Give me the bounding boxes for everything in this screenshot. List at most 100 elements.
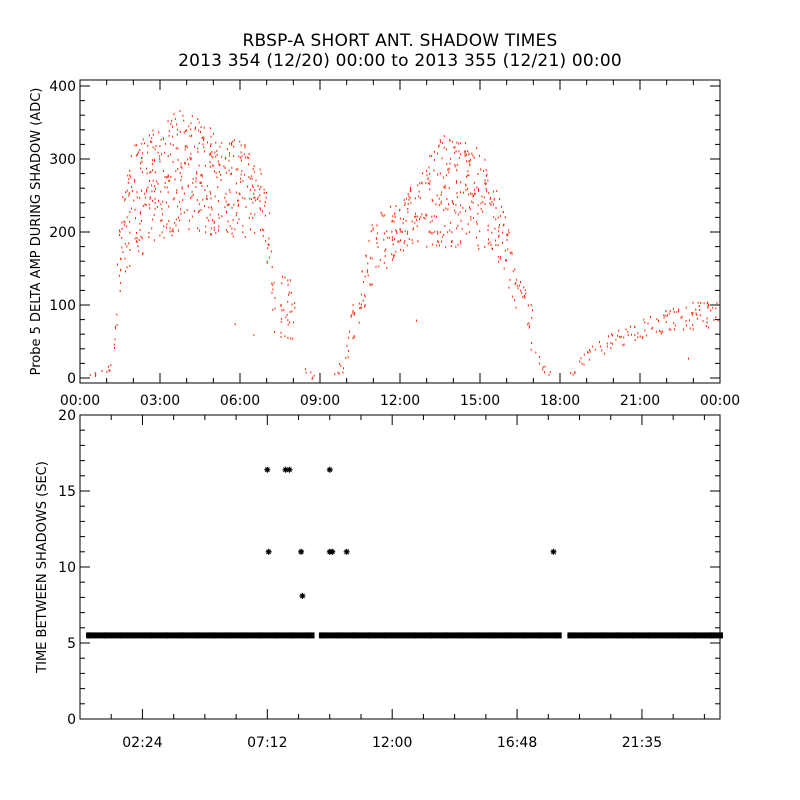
data-point <box>101 632 108 639</box>
data-point <box>146 190 148 193</box>
data-point <box>175 170 177 173</box>
data-point <box>166 176 168 179</box>
data-point <box>289 321 291 324</box>
data-point <box>263 229 265 232</box>
data-point <box>273 632 280 639</box>
x-tick-label: 21:00 <box>620 393 660 409</box>
data-point <box>378 265 380 268</box>
data-point <box>290 337 292 340</box>
data-point <box>229 173 231 176</box>
data-point <box>456 192 458 195</box>
data-point <box>411 239 413 242</box>
data-point <box>287 279 289 282</box>
outlier-point <box>298 548 305 555</box>
asterisk-stroke <box>630 632 636 638</box>
data-point <box>233 203 235 206</box>
data-point <box>508 231 510 234</box>
data-point <box>128 194 130 197</box>
data-point <box>502 231 503 234</box>
data-point <box>153 239 155 242</box>
data-point <box>242 224 244 227</box>
data-point <box>412 242 414 245</box>
data-point <box>173 113 175 116</box>
data-point <box>179 110 181 112</box>
data-point <box>447 168 449 171</box>
outlier-point <box>550 548 557 555</box>
x-tick-label: 02:24 <box>122 735 162 751</box>
data-point <box>542 366 544 369</box>
data-point <box>477 212 479 215</box>
data-point <box>456 227 458 230</box>
data-point <box>182 114 184 117</box>
data-point <box>89 374 91 377</box>
data-point <box>152 169 153 172</box>
data-point <box>149 196 151 199</box>
data-point <box>228 154 230 157</box>
data-point <box>264 204 266 207</box>
data-point <box>686 324 688 327</box>
data-point <box>408 198 410 201</box>
data-point <box>198 203 200 206</box>
data-point <box>499 224 500 226</box>
data-point <box>466 153 467 156</box>
data-point <box>594 348 596 351</box>
data-point <box>393 256 395 259</box>
data-point <box>365 255 367 258</box>
data-point <box>509 251 511 254</box>
data-point <box>190 152 192 155</box>
y-tick-label: 0 <box>67 371 76 387</box>
data-point <box>673 311 675 314</box>
data-point <box>116 313 118 316</box>
data-point <box>231 172 232 175</box>
data-point <box>680 316 682 319</box>
data-point <box>229 225 231 227</box>
y-axis-label: Probe 5 DELTA AMP DURING SHADOW (ADC) <box>29 88 44 376</box>
data-point <box>446 163 448 165</box>
data-point <box>200 174 202 177</box>
data-point <box>169 227 171 230</box>
data-point <box>442 141 444 144</box>
data-point <box>153 213 155 216</box>
data-point <box>126 266 128 269</box>
data-point <box>137 245 139 248</box>
data-point <box>154 201 156 204</box>
data-point <box>346 344 348 347</box>
data-point <box>260 229 261 232</box>
data-point <box>395 250 397 253</box>
data-point <box>124 221 126 224</box>
data-point <box>146 188 148 191</box>
data-point <box>191 134 193 137</box>
data-point <box>294 302 296 305</box>
data-point <box>231 227 233 230</box>
data-point <box>253 165 255 168</box>
data-point <box>238 203 240 206</box>
data-point <box>170 122 172 125</box>
data-point <box>151 184 153 187</box>
data-point <box>203 139 204 142</box>
data-point <box>625 328 627 331</box>
data-point <box>487 224 489 227</box>
data-point <box>358 321 360 324</box>
data-point <box>343 367 344 370</box>
asterisk-stroke <box>692 632 698 638</box>
data-point <box>165 201 167 204</box>
data-point <box>274 307 276 310</box>
data-point <box>239 140 241 143</box>
data-point <box>266 191 268 194</box>
data-point <box>612 343 614 345</box>
data-point <box>144 142 145 145</box>
data-point <box>200 181 202 184</box>
data-point <box>124 198 126 201</box>
data-point <box>376 242 378 244</box>
asterisk-stroke <box>475 632 481 638</box>
data-point <box>191 215 193 218</box>
data-point <box>263 188 265 191</box>
data-point <box>176 133 178 136</box>
data-point <box>152 199 154 202</box>
asterisk-stroke <box>661 632 667 638</box>
data-point <box>166 223 168 226</box>
asterisk-stroke <box>286 467 292 473</box>
data-point <box>215 155 217 158</box>
data-point <box>221 155 223 158</box>
data-point <box>138 250 140 253</box>
